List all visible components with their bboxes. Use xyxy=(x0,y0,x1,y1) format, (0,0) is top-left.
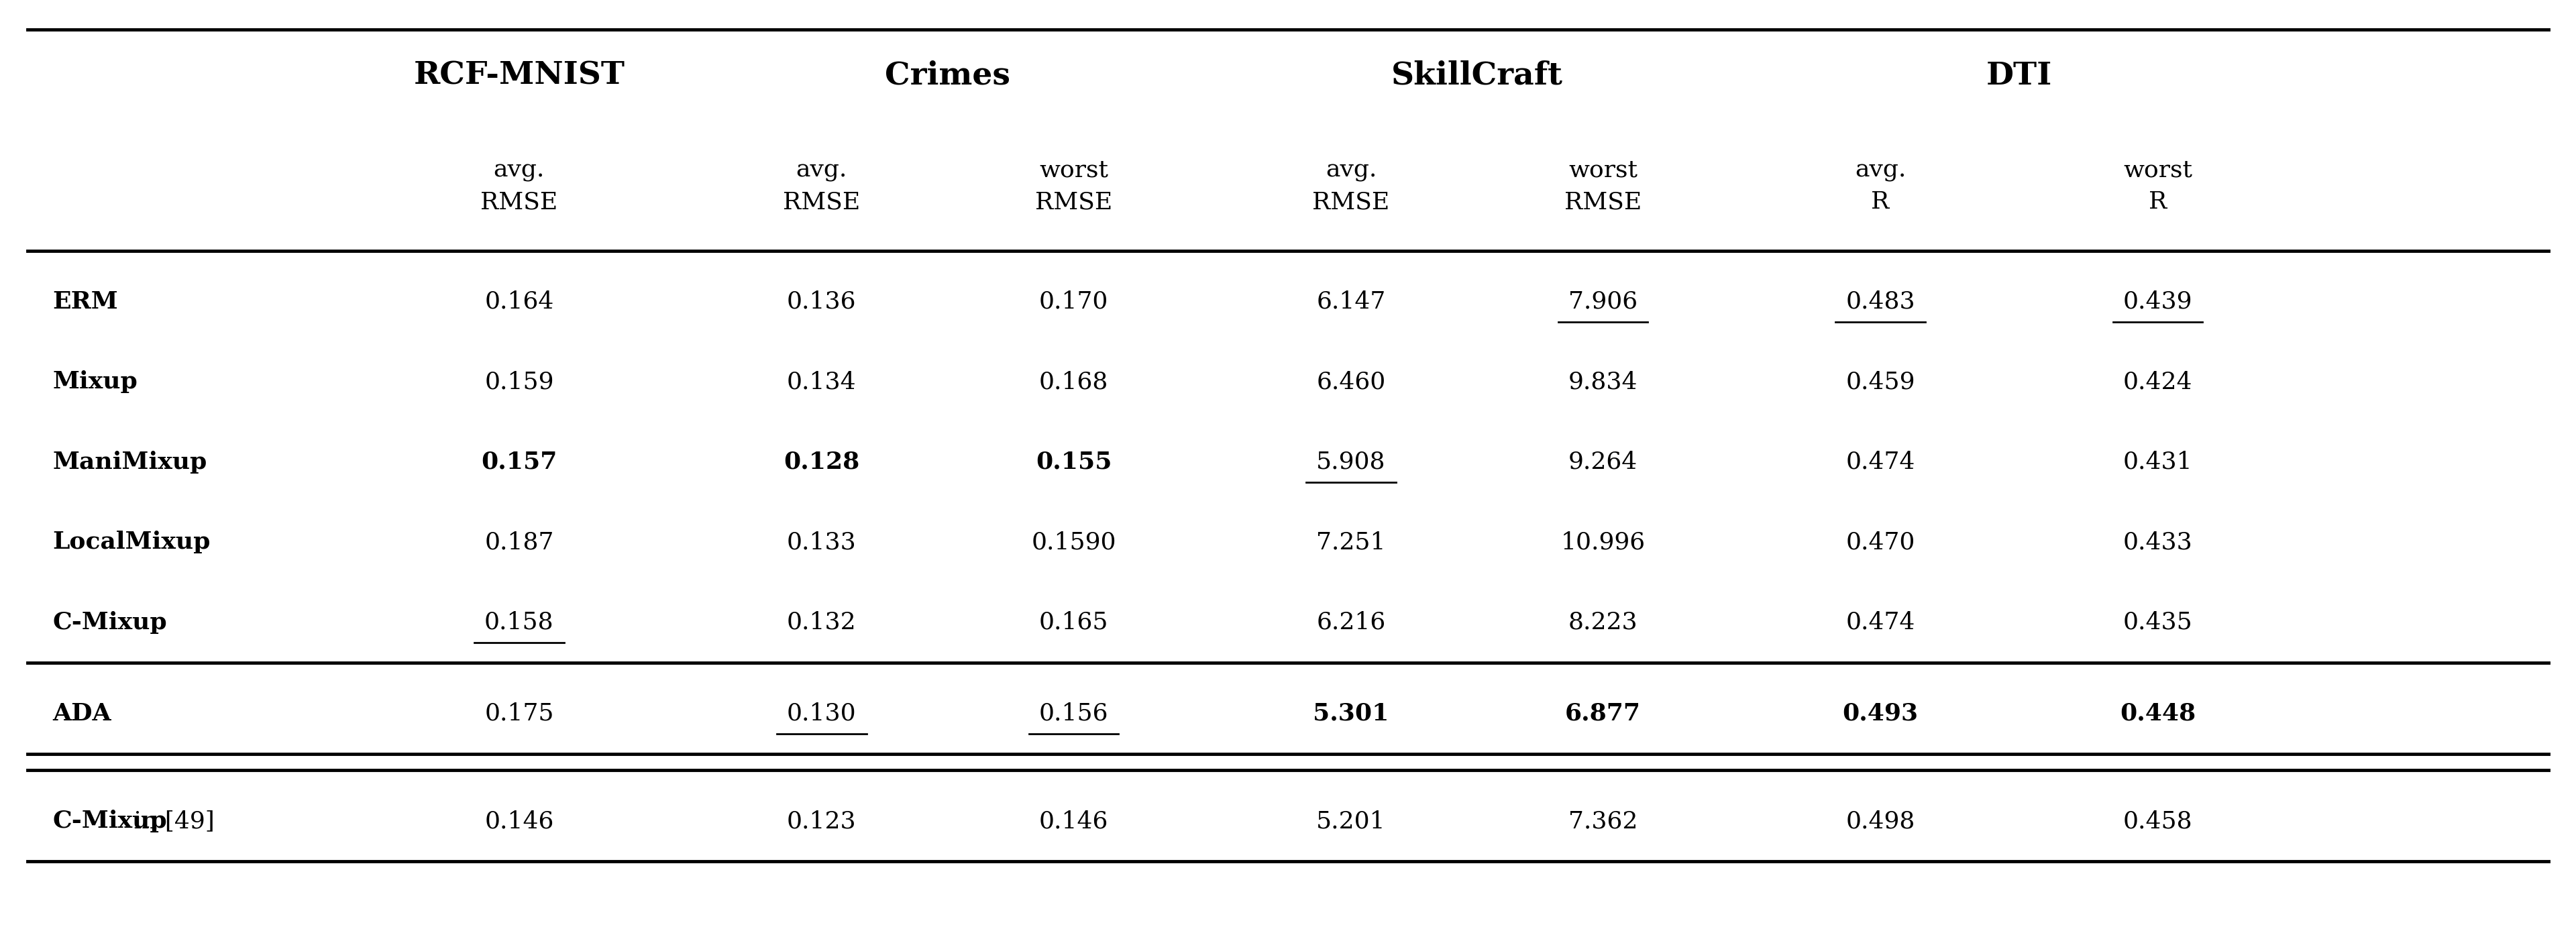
Text: SkillCraft: SkillCraft xyxy=(1391,60,1564,91)
Text: 0.168: 0.168 xyxy=(1038,371,1108,393)
Text: Mixup: Mixup xyxy=(52,371,139,393)
Text: ManiMixup: ManiMixup xyxy=(52,450,206,474)
Text: 6.460: 6.460 xyxy=(1316,371,1386,393)
Text: 0.158: 0.158 xyxy=(484,610,554,634)
Text: 0.155: 0.155 xyxy=(1036,450,1113,474)
Text: worst
RMSE: worst RMSE xyxy=(1564,159,1641,214)
Text: 0.470: 0.470 xyxy=(1847,531,1914,553)
Text: 5.301: 5.301 xyxy=(1314,702,1388,725)
Text: 0.170: 0.170 xyxy=(1038,290,1108,314)
Text: 0.123: 0.123 xyxy=(786,810,855,832)
Text: DTI: DTI xyxy=(1986,60,2053,91)
Text: avg.
RMSE: avg. RMSE xyxy=(1311,159,1388,214)
Text: 0.474: 0.474 xyxy=(1847,610,1914,634)
Text: 0.439: 0.439 xyxy=(2123,290,2192,314)
Text: 9.834: 9.834 xyxy=(1569,371,1638,393)
Text: 9.264: 9.264 xyxy=(1569,450,1638,474)
Text: 0.187: 0.187 xyxy=(484,531,554,553)
Text: LocalMixup: LocalMixup xyxy=(52,531,211,553)
Text: C-Mixup: C-Mixup xyxy=(52,610,167,634)
Text: 0.424: 0.424 xyxy=(2123,371,2192,393)
Text: C-Mixup: C-Mixup xyxy=(52,810,167,832)
Text: 5.201: 5.201 xyxy=(1316,810,1386,832)
Text: 7.251: 7.251 xyxy=(1316,531,1386,553)
Text: 0.159: 0.159 xyxy=(484,371,554,393)
Text: 0.133: 0.133 xyxy=(786,531,855,553)
Text: 0.474: 0.474 xyxy=(1847,450,1914,474)
Text: worst
R: worst R xyxy=(2123,159,2192,214)
Text: ERM: ERM xyxy=(52,290,118,314)
Text: 7.906: 7.906 xyxy=(1569,290,1638,314)
Text: 0.483: 0.483 xyxy=(1844,290,1914,314)
Text: 0.136: 0.136 xyxy=(786,290,855,314)
Text: 0.132: 0.132 xyxy=(786,610,855,634)
Text: 8.223: 8.223 xyxy=(1569,610,1638,634)
Text: 0.459: 0.459 xyxy=(1844,371,1914,393)
Text: 0.156: 0.156 xyxy=(1038,702,1108,725)
Text: 0.458: 0.458 xyxy=(2123,810,2192,832)
Text: 0.146: 0.146 xyxy=(1038,810,1108,832)
Text: 0.498: 0.498 xyxy=(1847,810,1914,832)
Text: 6.877: 6.877 xyxy=(1566,702,1641,725)
Text: 0.435: 0.435 xyxy=(2123,610,2192,634)
Text: avg.
RMSE: avg. RMSE xyxy=(783,159,860,214)
Text: 10.996: 10.996 xyxy=(1561,531,1646,553)
Text: 6.147: 6.147 xyxy=(1316,290,1386,314)
Text: 0.175: 0.175 xyxy=(484,702,554,725)
Text: RCF-MNIST: RCF-MNIST xyxy=(415,60,626,91)
Text: 0.146: 0.146 xyxy=(484,810,554,832)
Text: in [49]: in [49] xyxy=(126,810,214,832)
Text: 6.216: 6.216 xyxy=(1316,610,1386,634)
Text: 5.908: 5.908 xyxy=(1316,450,1386,474)
Text: 0.157: 0.157 xyxy=(482,450,556,474)
Text: 0.164: 0.164 xyxy=(484,290,554,314)
Text: 0.448: 0.448 xyxy=(2120,702,2195,725)
Text: 0.493: 0.493 xyxy=(1842,702,1919,725)
Text: avg.
R: avg. R xyxy=(1855,159,1906,214)
Text: Crimes: Crimes xyxy=(886,60,1010,91)
Text: 0.165: 0.165 xyxy=(1038,610,1108,634)
Text: 0.433: 0.433 xyxy=(2123,531,2192,553)
Text: worst
RMSE: worst RMSE xyxy=(1036,159,1113,214)
Text: 0.134: 0.134 xyxy=(786,371,855,393)
Text: avg.
RMSE: avg. RMSE xyxy=(482,159,559,214)
Text: 7.362: 7.362 xyxy=(1569,810,1638,832)
Text: ADA: ADA xyxy=(52,702,111,725)
Text: 0.431: 0.431 xyxy=(2123,450,2192,474)
Text: 0.128: 0.128 xyxy=(783,450,860,474)
Text: 0.1590: 0.1590 xyxy=(1030,531,1115,553)
Text: 0.130: 0.130 xyxy=(786,702,855,725)
